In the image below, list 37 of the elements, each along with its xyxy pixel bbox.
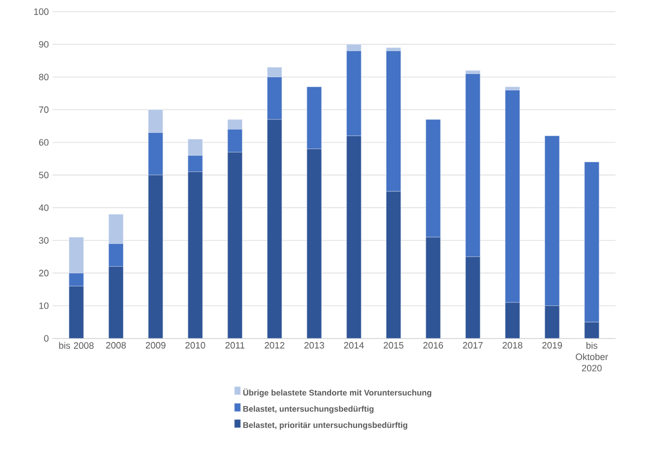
bar [68, 237, 84, 274]
y-tick-label: 0 [44, 335, 49, 342]
bar [346, 44, 362, 52]
bar [465, 70, 480, 74]
legend-label: Belastet, untersuchungsbedürftig [243, 406, 374, 414]
x-tick-label: 2010 [185, 342, 206, 349]
y-tick-label: 100 [34, 8, 49, 16]
x-tick-label: 2014 [344, 342, 364, 349]
x-tick-label: 2017 [463, 342, 483, 349]
x-tick-label: bis Oktober 2020 [576, 342, 608, 372]
x-tick-label: 2013 [304, 342, 324, 349]
x-tick-label: 2019 [542, 342, 562, 349]
legend-label: Übrige belastete Standorte mit Voruntersuchung [243, 388, 432, 398]
bar [148, 110, 164, 133]
x-tick-label: 2018 [502, 342, 522, 349]
x-tick-label: 2016 [423, 342, 444, 349]
legend-label: Belastet, prioritär untersuchungsbedürftig [243, 422, 408, 430]
y-tick-label: 50 [39, 172, 49, 178]
x-tick-label: 2012 [264, 342, 284, 349]
y-tick-label: 40 [38, 204, 49, 212]
y-tick-label: 30 [38, 237, 49, 244]
bar [188, 139, 203, 156]
x-tick-label: 2008 [106, 342, 126, 349]
x-tick-label: 2015 [384, 342, 404, 349]
y-tick-label: 60 [39, 139, 49, 146]
y-tick-label: 90 [39, 41, 49, 48]
x-tick-label: bis 2008 [59, 342, 94, 349]
bar [505, 86, 520, 90]
x-tick-label: 2009 [146, 342, 166, 349]
x-tick-label: 2011 [225, 342, 244, 349]
bar [267, 67, 282, 78]
y-tick-label: 70 [39, 106, 49, 114]
y-tick-label: 10 [39, 302, 49, 310]
y-tick-label: 80 [39, 74, 49, 80]
bar [108, 214, 124, 244]
bar [227, 119, 242, 130]
y-tick-label: 20 [39, 270, 49, 276]
